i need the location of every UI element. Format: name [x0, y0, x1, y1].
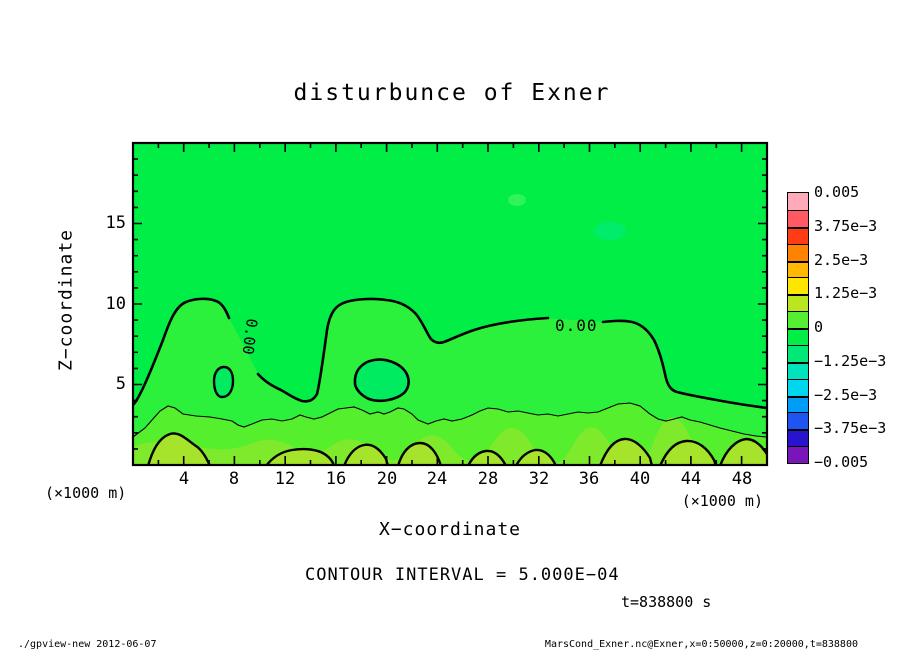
colorbar-cell — [788, 260, 808, 278]
colorbar-label: −2.5e−3 — [814, 385, 878, 404]
x-tick-label: 4 — [178, 469, 190, 489]
colorbar-cell — [788, 277, 808, 295]
y-tick-label: 15 — [105, 213, 126, 233]
colorbar-cell — [788, 294, 808, 312]
surface-blob — [265, 447, 335, 465]
x-tick-label: 16 — [325, 469, 347, 489]
colorbar — [787, 192, 809, 464]
colorbar-cell — [788, 311, 808, 328]
colorbar-cell — [788, 344, 808, 362]
plot-title: disturbunce of Exner — [293, 80, 611, 106]
contour-line-thin — [133, 402, 767, 438]
surface-blob — [659, 439, 717, 465]
x-axis-ticks-top — [157, 143, 743, 152]
colorbar-cell — [788, 226, 808, 244]
y-axis-unit: (×1000 m) — [45, 484, 127, 502]
contour-label-horizontal: 0.00 — [555, 316, 598, 335]
x-tick-label: 20 — [376, 469, 398, 489]
contour-line-zero-right — [601, 319, 767, 410]
surface-blob — [397, 441, 442, 465]
y-tick-label: 10 — [105, 294, 126, 314]
y-axis-ticks-left — [133, 158, 142, 450]
plot-border — [131, 141, 769, 467]
colorbar-cell — [788, 429, 808, 447]
surface-blob — [467, 449, 507, 465]
x-tick-label: 48 — [731, 469, 753, 489]
contour-label-rotated: 0.00 — [239, 318, 261, 356]
pale-green-patch — [508, 194, 526, 206]
colorbar-cell — [788, 209, 808, 227]
time-text: t=838800 s — [621, 593, 712, 611]
surface-blob — [719, 437, 767, 465]
colorbar-cell — [788, 328, 808, 345]
colorbar-label: −3.75e−3 — [814, 419, 887, 438]
teal-patch — [594, 222, 626, 240]
closed-zero-contour-blob — [353, 358, 410, 403]
y-tick-label: 5 — [115, 374, 126, 394]
colorbar-label: −1.25e−3 — [814, 351, 887, 370]
surface-blob — [147, 432, 211, 465]
colorbar-cell — [788, 446, 808, 463]
colorbar-cell — [788, 193, 808, 210]
colorbar-label: 3.75e−3 — [814, 216, 878, 235]
surface-blob — [599, 437, 653, 465]
colorbar-label: 2.5e−3 — [814, 250, 869, 269]
x-tick-label: 36 — [578, 469, 600, 489]
x-tick-label: 8 — [228, 469, 240, 489]
contour-interval-text: CONTOUR INTERVAL = 5.000E−04 — [305, 565, 620, 585]
x-tick-label: 32 — [528, 469, 550, 489]
x-tick-label: 12 — [274, 469, 296, 489]
surface-blob — [343, 443, 389, 465]
colorbar-cell — [788, 378, 808, 396]
colorbar-label: 0.005 — [814, 183, 860, 201]
colorbar-cell — [788, 243, 808, 261]
y-axis-label: Z−coordinate — [55, 228, 77, 372]
colorbar-cell — [788, 412, 808, 430]
x-tick-label: 40 — [629, 469, 651, 489]
footer-program-text: ./gpview-new 2012-06-07 — [18, 639, 157, 650]
surface-blob — [515, 448, 557, 465]
colorbar-label: 1.25e−3 — [814, 284, 878, 303]
x-axis-label: X−coordinate — [378, 519, 522, 540]
x-axis-unit: (×1000 m) — [681, 492, 763, 510]
colorbar-label: 0 — [814, 318, 824, 336]
x-axis-ticks-bottom — [157, 456, 743, 465]
contour-line-zero-middle — [256, 297, 550, 403]
x-tick-label: 44 — [680, 469, 702, 489]
closed-zero-contour-blob-small — [212, 365, 235, 399]
contour-line-zero-left — [133, 297, 231, 407]
footer-source-text: MarsCond_Exner.nc@Exner,x=0:50000,z=0:20… — [544, 639, 858, 650]
x-tick-label: 24 — [426, 469, 448, 489]
y-axis-ticks-right — [758, 158, 767, 450]
x-tick-label: 28 — [477, 469, 499, 489]
colorbar-cell — [788, 395, 808, 413]
colorbar-cell — [788, 361, 808, 379]
colorbar-label: −0.005 — [814, 453, 869, 471]
surface-blob-group — [147, 432, 767, 465]
